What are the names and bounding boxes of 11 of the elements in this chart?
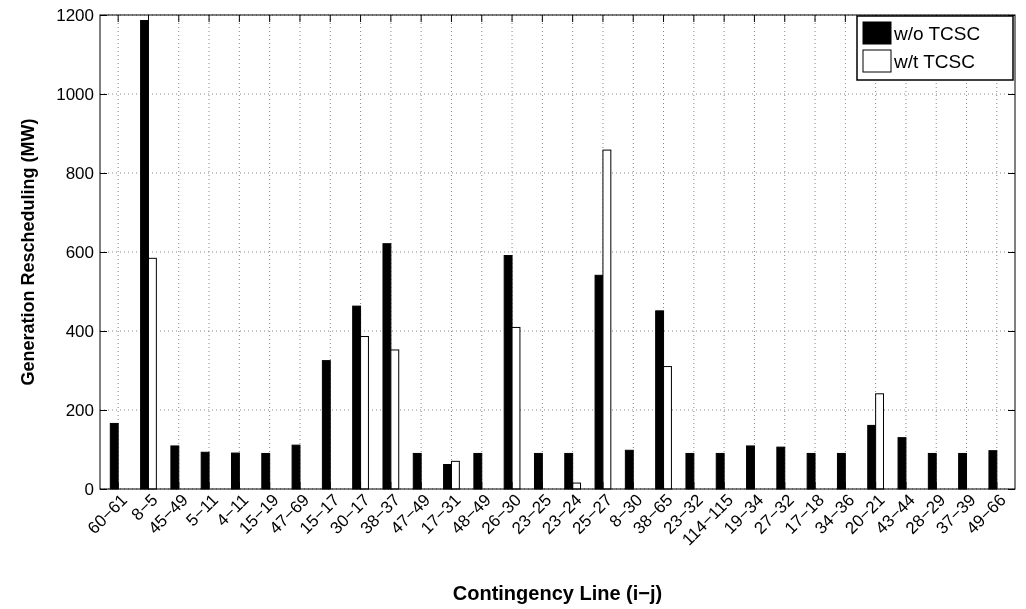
y-tick-label: 400 xyxy=(65,321,94,341)
legend-label: w/t TCSC xyxy=(893,51,975,72)
y-tick-label: 1200 xyxy=(56,5,94,25)
legend-label: w/o TCSC xyxy=(893,23,981,44)
y-axis-title: Generation Rescheduling (MW) xyxy=(18,118,38,386)
y-tick-label: 200 xyxy=(65,400,94,420)
y-tick-label: 0 xyxy=(84,479,94,499)
y-tick-label: 1000 xyxy=(56,84,94,104)
x-axis-title: Contingency Line (i−j) xyxy=(452,582,663,604)
y-tick-label: 800 xyxy=(65,163,94,183)
y-tick-label: 600 xyxy=(65,242,94,262)
